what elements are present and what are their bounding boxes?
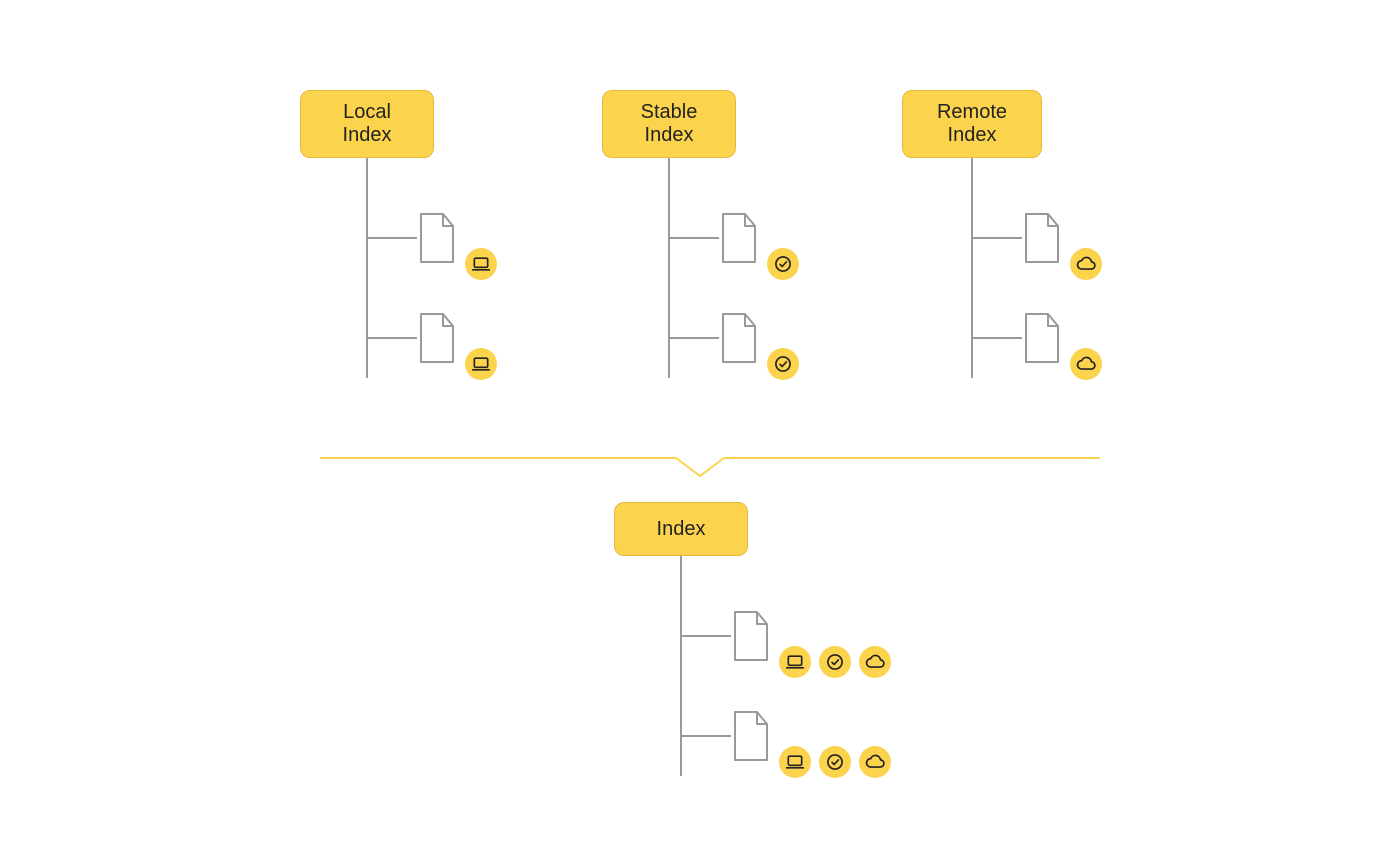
laptop-icon — [779, 646, 811, 678]
node-remote: RemoteIndex — [902, 90, 1042, 158]
connector-branch — [367, 337, 417, 339]
index-merge-diagram: LocalIndex StableIndex RemoteIndex — [0, 0, 1400, 862]
connector-trunk — [971, 158, 973, 378]
laptop-icon — [465, 348, 497, 380]
check-icon — [819, 646, 851, 678]
check-icon — [767, 248, 799, 280]
connector-branch — [681, 635, 731, 637]
file-icon — [417, 212, 457, 264]
node-stable: StableIndex — [602, 90, 736, 158]
node-merged: Index — [614, 502, 748, 556]
node-label-line: Index — [343, 124, 392, 147]
cloud-icon — [1070, 348, 1102, 380]
check-icon — [767, 348, 799, 380]
node-label-line: Index — [641, 124, 698, 147]
connector-branch — [972, 237, 1022, 239]
connector-branch — [367, 237, 417, 239]
file-icon — [1022, 212, 1062, 264]
node-label-line: Index — [657, 518, 706, 541]
check-icon — [819, 746, 851, 778]
node-label-line: Local — [343, 101, 392, 124]
connector-branch — [681, 735, 731, 737]
connector-branch — [669, 237, 719, 239]
connector-trunk — [680, 556, 682, 776]
connector-branch — [972, 337, 1022, 339]
file-icon — [731, 710, 771, 762]
node-label-line: Remote — [937, 101, 1007, 124]
file-icon — [1022, 312, 1062, 364]
connector-trunk — [366, 158, 368, 378]
laptop-icon — [779, 746, 811, 778]
connector-trunk — [668, 158, 670, 378]
node-label-line: Stable — [641, 101, 698, 124]
laptop-icon — [465, 248, 497, 280]
connector-branch — [669, 337, 719, 339]
cloud-icon — [859, 746, 891, 778]
file-icon — [417, 312, 457, 364]
file-icon — [731, 610, 771, 662]
file-icon — [719, 212, 759, 264]
cloud-icon — [859, 646, 891, 678]
node-local: LocalIndex — [300, 90, 434, 158]
cloud-icon — [1070, 248, 1102, 280]
file-icon — [719, 312, 759, 364]
node-label-line: Index — [937, 124, 1007, 147]
